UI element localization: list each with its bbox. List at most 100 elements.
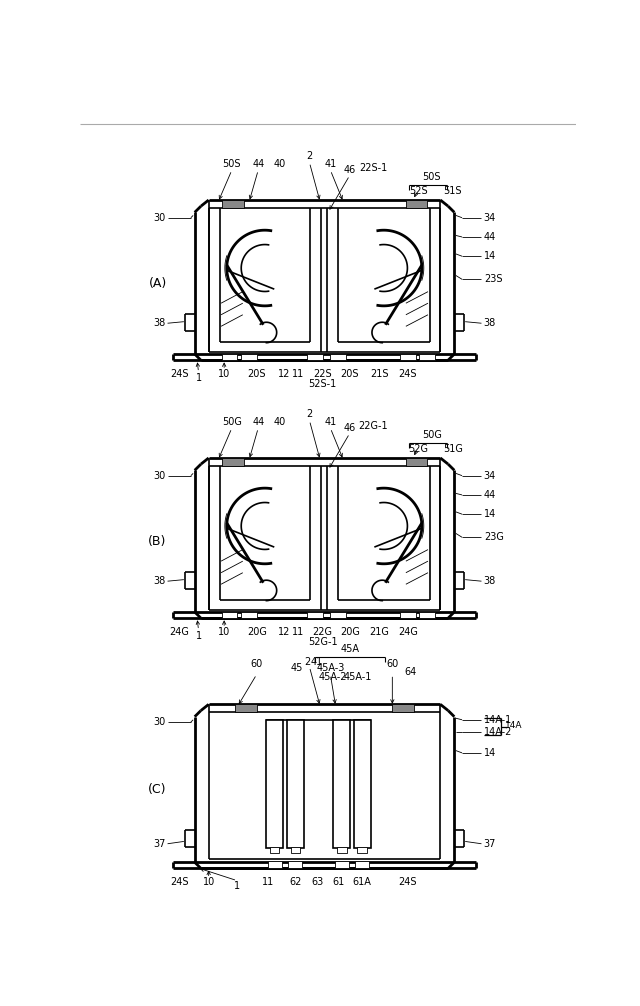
Text: 20S: 20S bbox=[248, 369, 266, 379]
Text: 44: 44 bbox=[484, 490, 496, 500]
Bar bbox=[441, 466, 454, 611]
Bar bbox=[337, 342, 430, 352]
Text: 10: 10 bbox=[218, 627, 230, 637]
Text: 1: 1 bbox=[234, 881, 241, 891]
Text: 37: 37 bbox=[484, 839, 496, 849]
Text: 2: 2 bbox=[304, 657, 310, 667]
Bar bbox=[322, 207, 326, 352]
Text: 23G: 23G bbox=[484, 532, 504, 542]
Text: 52G: 52G bbox=[409, 444, 429, 454]
Bar bbox=[337, 600, 430, 611]
Bar bbox=[287, 719, 304, 848]
Text: 34: 34 bbox=[484, 212, 496, 222]
Text: 12: 12 bbox=[278, 627, 290, 637]
Text: 11: 11 bbox=[292, 369, 304, 379]
Text: 38: 38 bbox=[153, 318, 165, 328]
Text: 10: 10 bbox=[202, 877, 215, 887]
Text: 14A-2: 14A-2 bbox=[484, 727, 512, 737]
Text: 45A: 45A bbox=[340, 644, 359, 654]
Text: 52S-1: 52S-1 bbox=[308, 379, 337, 389]
Text: (B): (B) bbox=[148, 534, 166, 547]
Text: 44: 44 bbox=[484, 232, 496, 242]
Bar bbox=[241, 354, 257, 360]
Text: 41: 41 bbox=[311, 657, 323, 667]
Text: 20G: 20G bbox=[340, 627, 360, 637]
Text: 14: 14 bbox=[484, 509, 496, 519]
Text: 45A-1: 45A-1 bbox=[343, 672, 372, 682]
Bar bbox=[358, 847, 367, 853]
Text: 1: 1 bbox=[195, 631, 202, 641]
Bar bbox=[355, 861, 369, 868]
Text: 46: 46 bbox=[344, 165, 356, 175]
Text: 40: 40 bbox=[274, 416, 286, 427]
Text: 12: 12 bbox=[278, 369, 290, 379]
Bar bbox=[307, 354, 323, 360]
Bar bbox=[311, 466, 320, 600]
Bar bbox=[222, 354, 237, 360]
Text: 21G: 21G bbox=[369, 627, 389, 637]
Bar bbox=[209, 319, 222, 466]
Text: 38: 38 bbox=[484, 318, 496, 328]
Bar bbox=[428, 319, 440, 466]
Bar bbox=[371, 713, 440, 858]
Text: 41: 41 bbox=[324, 159, 337, 169]
Bar bbox=[209, 61, 222, 207]
Text: 2: 2 bbox=[307, 151, 312, 161]
Text: 50S: 50S bbox=[422, 172, 441, 182]
Text: (A): (A) bbox=[148, 277, 166, 290]
Bar bbox=[307, 612, 323, 618]
Bar bbox=[430, 466, 440, 600]
Text: 22G: 22G bbox=[312, 627, 333, 637]
Text: 64: 64 bbox=[404, 667, 416, 677]
Text: 45A-3: 45A-3 bbox=[316, 663, 344, 673]
Bar bbox=[235, 704, 257, 712]
Text: 45A-2: 45A-2 bbox=[319, 672, 347, 682]
Bar bbox=[195, 466, 208, 611]
Bar bbox=[222, 458, 244, 466]
Text: 14A-1: 14A-1 bbox=[484, 715, 512, 724]
Bar bbox=[330, 354, 346, 360]
Text: 14: 14 bbox=[484, 747, 496, 758]
Text: 14A: 14A bbox=[505, 721, 522, 730]
Text: 44: 44 bbox=[252, 416, 264, 427]
Bar bbox=[328, 207, 337, 342]
Bar bbox=[328, 466, 337, 600]
Bar bbox=[400, 354, 415, 360]
Text: 24S: 24S bbox=[399, 369, 417, 379]
Bar bbox=[209, 207, 219, 342]
Text: 50G: 50G bbox=[222, 416, 242, 427]
Bar bbox=[392, 704, 414, 712]
Text: 10: 10 bbox=[218, 369, 230, 379]
Text: 11: 11 bbox=[262, 877, 275, 887]
Bar bbox=[441, 715, 454, 859]
Bar bbox=[291, 847, 300, 853]
Bar bbox=[441, 207, 454, 352]
Bar bbox=[284, 713, 287, 858]
Bar bbox=[289, 861, 303, 868]
Text: 38: 38 bbox=[153, 576, 165, 586]
Bar bbox=[222, 200, 244, 207]
Text: 2: 2 bbox=[307, 409, 312, 420]
Text: 52S: 52S bbox=[410, 186, 428, 196]
Bar bbox=[406, 200, 428, 207]
Bar bbox=[330, 612, 346, 618]
Bar bbox=[195, 207, 208, 352]
Bar bbox=[305, 713, 333, 858]
Bar bbox=[195, 715, 208, 859]
Text: 21S: 21S bbox=[370, 369, 388, 379]
Text: 61: 61 bbox=[332, 877, 344, 887]
Bar bbox=[353, 719, 371, 848]
Text: 52G-1: 52G-1 bbox=[308, 637, 337, 647]
Text: 20G: 20G bbox=[247, 627, 267, 637]
Text: 24G: 24G bbox=[169, 627, 189, 637]
Bar bbox=[209, 466, 219, 600]
Text: 24G: 24G bbox=[398, 627, 418, 637]
Text: 63: 63 bbox=[311, 877, 323, 887]
Text: 30: 30 bbox=[153, 471, 165, 481]
Text: 22S: 22S bbox=[313, 369, 332, 379]
Bar bbox=[219, 342, 311, 352]
Text: 61A: 61A bbox=[352, 877, 371, 887]
Text: 51G: 51G bbox=[443, 444, 463, 454]
Text: 44: 44 bbox=[252, 159, 264, 169]
Bar bbox=[419, 612, 435, 618]
